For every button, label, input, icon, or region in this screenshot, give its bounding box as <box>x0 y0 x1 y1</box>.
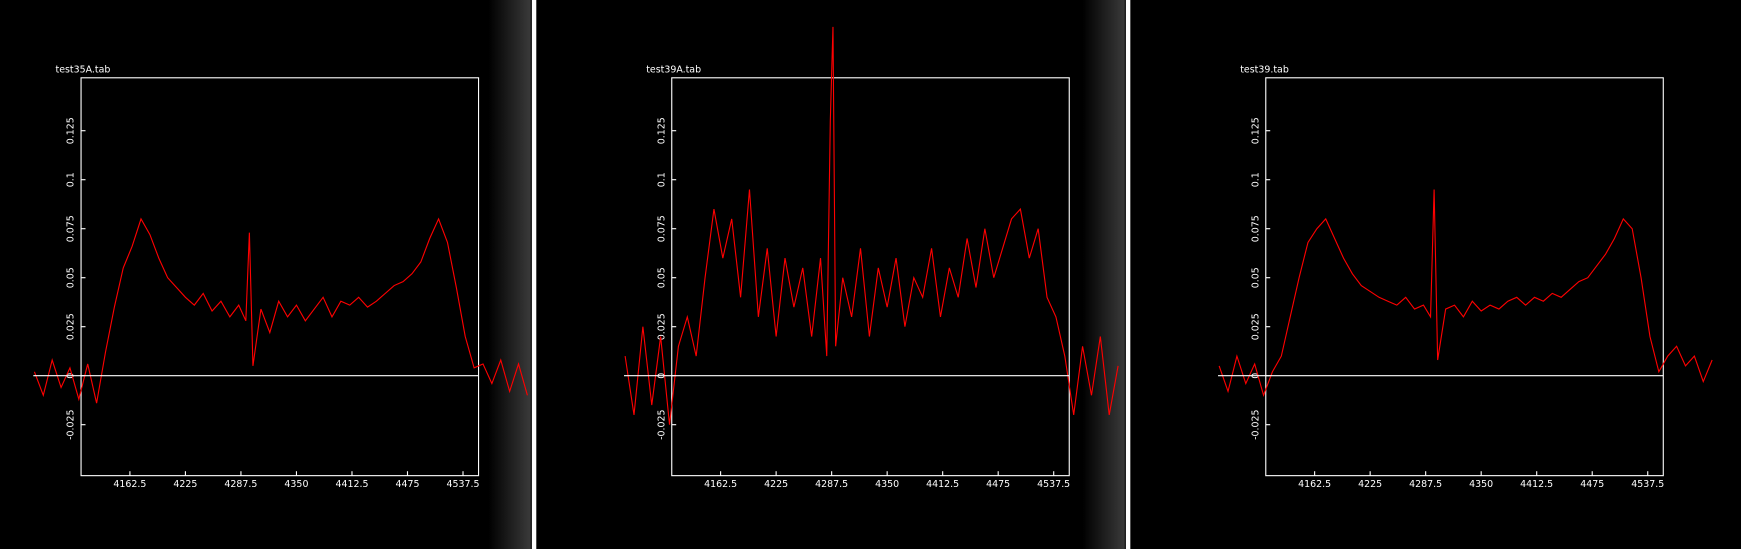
x-tick-label: 4225 <box>764 479 788 490</box>
chart-panel: test39.tab-0.02500.0250.050.0750.10.1254… <box>1218 65 1713 490</box>
divider <box>531 0 537 549</box>
x-tick-label: 4287.5 <box>815 479 848 490</box>
data-line <box>33 217 528 404</box>
y-tick-label: 0.075 <box>66 215 77 242</box>
chart-title: test39A.tab <box>646 65 701 76</box>
x-tick-label: 4287.5 <box>224 479 257 490</box>
y-tick-label: 0.1 <box>1250 172 1261 187</box>
chart-panel: test35A.tab-0.02500.0250.050.0750.10.125… <box>33 65 528 490</box>
x-tick-label: 4475 <box>986 479 1010 490</box>
y-tick-label: 0.075 <box>1250 215 1261 242</box>
y-tick-label: -0.025 <box>1250 409 1261 439</box>
plot-frame <box>671 77 1070 477</box>
x-tick-label: 4350 <box>284 479 308 490</box>
x-tick-label: 4350 <box>875 479 899 490</box>
panel-edge <box>1082 0 1125 549</box>
x-tick-label: 4350 <box>1469 479 1493 490</box>
x-tick-label: 4225 <box>1358 479 1382 490</box>
x-tick-label: 4475 <box>395 479 419 490</box>
plot-frame <box>80 77 480 477</box>
data-line <box>624 26 1119 425</box>
y-tick-label: 0.05 <box>656 267 667 288</box>
y-tick-label: -0.025 <box>656 409 667 439</box>
chart-panel: test39A.tab-0.02500.0250.050.0750.10.125… <box>624 26 1119 490</box>
x-tick-label: 4287.5 <box>1409 479 1442 490</box>
x-tick-label: 4537.5 <box>1631 479 1664 490</box>
x-tick-label: 4537.5 <box>447 479 480 490</box>
y-tick-label: 0.05 <box>1250 267 1261 288</box>
y-tick-label: 0.125 <box>66 117 77 144</box>
y-tick-label: 0.125 <box>1250 117 1261 144</box>
x-tick-label: 4162.5 <box>1298 479 1331 490</box>
x-tick-label: 4412.5 <box>926 479 959 490</box>
x-tick-label: 4412.5 <box>335 479 368 490</box>
y-tick-label: -0.025 <box>66 409 77 439</box>
x-tick-label: 4475 <box>1580 479 1604 490</box>
y-tick-label: 0.125 <box>656 117 667 144</box>
chart-title: test35A.tab <box>56 65 111 76</box>
y-tick-label: 0.025 <box>656 313 667 340</box>
y-tick-label: 0.025 <box>66 313 77 340</box>
x-tick-label: 4225 <box>173 479 197 490</box>
y-tick-label: 0.025 <box>1250 313 1261 340</box>
data-line <box>1218 189 1713 398</box>
x-tick-label: 4162.5 <box>113 479 146 490</box>
y-tick-label: 0.075 <box>656 215 667 242</box>
y-tick-label: 0.1 <box>656 172 667 187</box>
x-tick-label: 4537.5 <box>1037 479 1070 490</box>
plot-frame <box>1265 77 1664 477</box>
panel-edge <box>488 0 531 549</box>
y-tick-label: 0.1 <box>66 172 77 187</box>
divider <box>1125 0 1131 549</box>
chart-title: test39.tab <box>1240 65 1289 76</box>
x-tick-label: 4412.5 <box>1520 479 1553 490</box>
x-tick-label: 4162.5 <box>704 479 737 490</box>
y-tick-label: 0.05 <box>66 267 77 288</box>
